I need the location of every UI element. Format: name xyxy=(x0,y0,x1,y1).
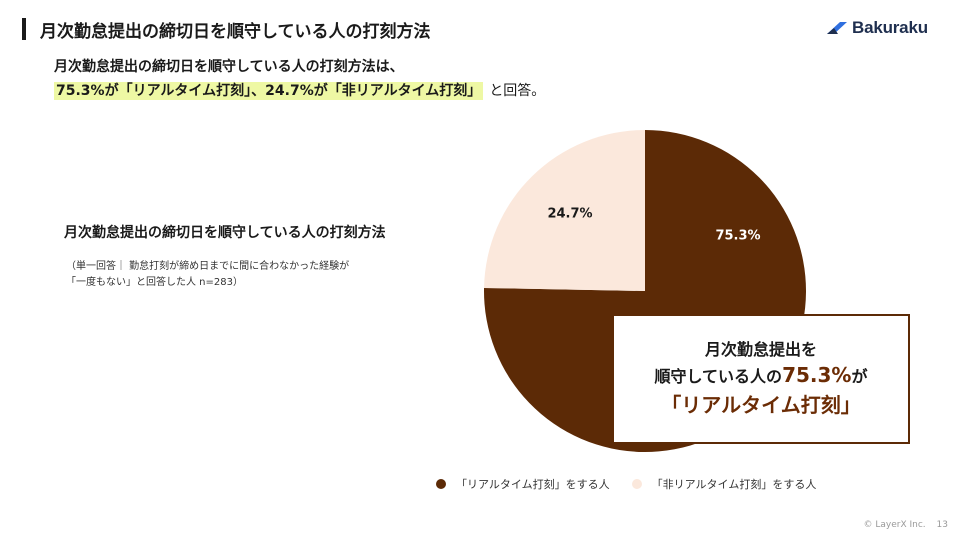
summary-highlight: 75.3%が「リアルタイム打刻」、24.7%が「非リアルタイム打刻」 xyxy=(54,82,484,100)
legend-label-non-realtime: 「非リアルタイム打刻」をする人 xyxy=(651,478,817,491)
summary-text: 月次勤怠提出の締切日を順守している人の打刻方法は、 75.3%が「リアルタイム打… xyxy=(54,55,545,103)
chart-note-line2: 「一度もない」と回答した人 n=283） xyxy=(66,277,243,288)
pie-slice-non-realtime xyxy=(484,130,645,291)
callout-line2-prefix: 順守している人の xyxy=(654,367,783,386)
summary-line2: 75.3%が「リアルタイム打刻」、24.7%が「非リアルタイム打刻」 と回答。 xyxy=(54,79,545,103)
legend-item-non-realtime: 「非リアルタイム打刻」をする人 xyxy=(631,476,817,492)
bakuraku-logo-icon xyxy=(827,22,847,34)
chart-note: （単一回答｜ 勤怠打刻が締め日までに間に合わなかった経験が 「一度もない」と回答… xyxy=(66,259,349,291)
callout-percent: 75.3% xyxy=(782,363,852,387)
page-title: 月次勤怠提出の締切日を順守している人の打刻方法 xyxy=(40,22,431,42)
legend: 「リアルタイム打刻」をする人 「非リアルタイム打刻」をする人 xyxy=(436,476,838,492)
chart-note-line1: （単一回答｜ 勤怠打刻が締め日までに間に合わなかった経験が xyxy=(66,261,350,272)
pie-label-realtime: 75.3% xyxy=(715,229,760,244)
pie-label-non-realtime: 24.7% xyxy=(547,207,592,222)
bakuraku-logo: Bakuraku xyxy=(826,16,928,40)
callout-line3: 「リアルタイム打刻」 xyxy=(661,393,861,417)
header-accent-bar xyxy=(22,18,26,40)
callout-line2: 順守している人の75.3%が xyxy=(655,362,868,390)
legend-label-realtime: 「リアルタイム打刻」をする人 xyxy=(456,478,610,491)
logo-text: Bakuraku xyxy=(852,18,928,37)
summary-line1: 月次勤怠提出の締切日を順守している人の打刻方法は、 xyxy=(54,59,404,75)
legend-item-realtime: 「リアルタイム打刻」をする人 xyxy=(436,476,610,492)
summary-tail: と回答。 xyxy=(489,83,546,99)
footer: © LayerX Inc. 13 xyxy=(864,520,948,530)
page-number: 13 xyxy=(936,520,948,530)
callout-line2-suffix: が xyxy=(851,367,868,386)
callout-box: 月次勤怠提出を 順守している人の75.3%が 「リアルタイム打刻」 xyxy=(612,314,910,444)
legend-swatch-non-realtime xyxy=(631,479,642,489)
legend-swatch-realtime xyxy=(436,479,446,489)
copyright-text: © LayerX Inc. xyxy=(863,520,926,530)
chart-title: 月次勤怠提出の締切日を順守している人の打刻方法 xyxy=(64,225,386,241)
callout-line1: 月次勤怠提出を xyxy=(704,340,817,359)
